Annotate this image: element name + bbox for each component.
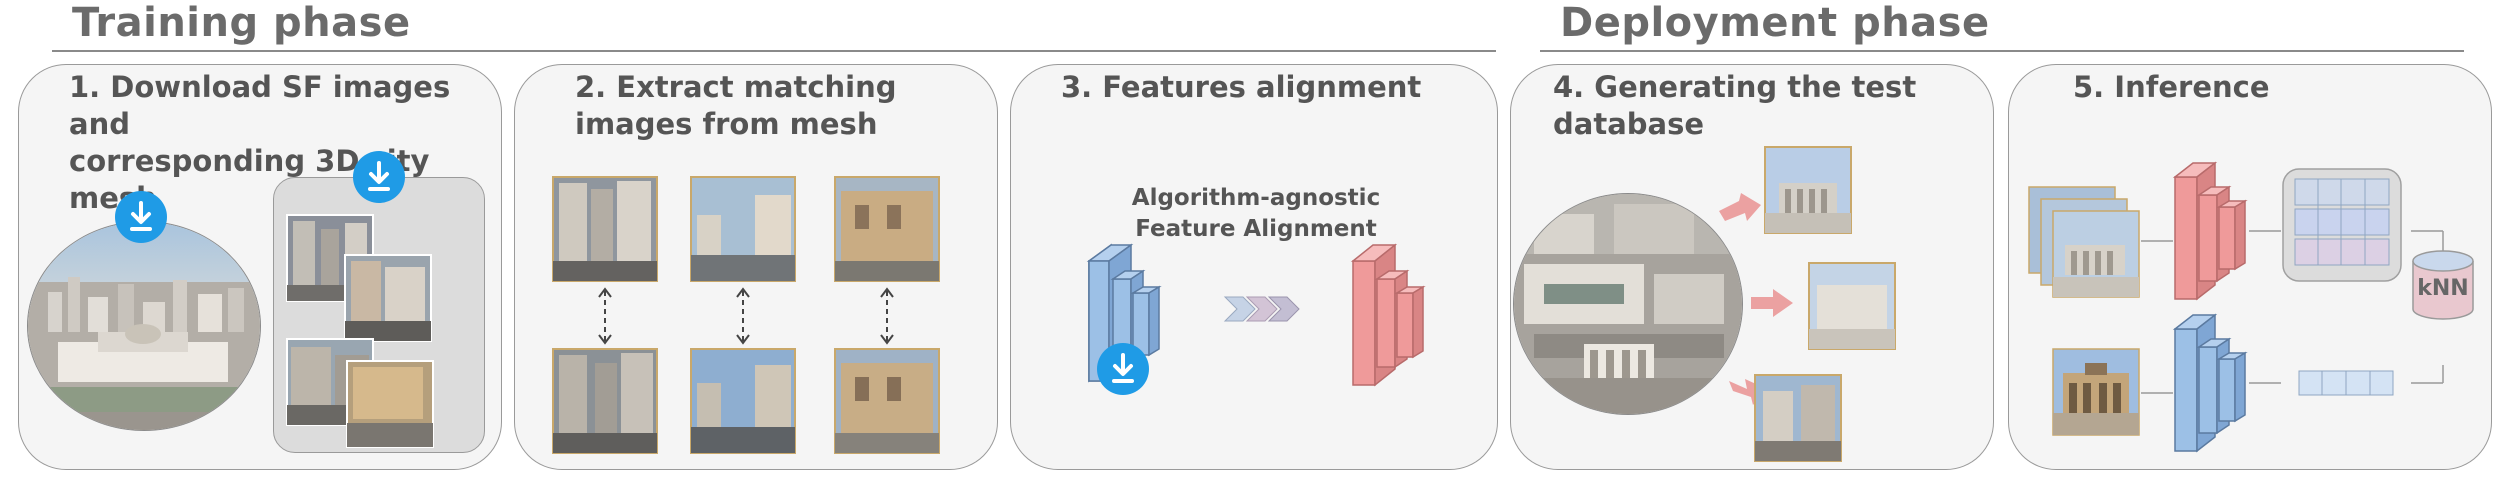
query-photo — [2052, 348, 2140, 436]
panel-inference: 5. Inference — [2008, 64, 2492, 470]
red-encoder — [2172, 161, 2248, 301]
alignment-diagram — [1086, 243, 1426, 395]
blue-encoder — [1086, 243, 1162, 383]
panel-inference-title: 5. Inference — [2073, 70, 2270, 104]
training-phase-divider — [52, 50, 1496, 52]
panel-extract-title: 2. Extract matching images from mesh — [575, 70, 897, 141]
panel-extract: 2. Extract matching images from mesh — [514, 64, 998, 470]
chevron-arrows-icon — [1223, 296, 1300, 322]
sf-aerial-photo — [27, 221, 261, 431]
red-encoder — [1350, 243, 1426, 387]
test-database-views — [1719, 146, 1896, 462]
knn-label: kNN — [2417, 276, 2468, 301]
street-photo-stack — [286, 214, 434, 448]
database-image-stack — [2028, 186, 2140, 298]
download-icon — [1097, 343, 1149, 395]
download-icon — [353, 151, 405, 203]
query-feature-vector — [2298, 370, 2394, 396]
inference-diagram: kNN — [2028, 161, 2474, 453]
panel-alignment-title: 3. Features alignment — [1061, 70, 1422, 104]
download-icon — [115, 191, 167, 243]
training-phase-title: Training phase — [72, 0, 411, 46]
database-features — [2282, 168, 2402, 282]
matching-image-pairs — [552, 176, 940, 454]
alignment-label: Algorithm-agnostic Feature Alignment — [1131, 185, 1381, 242]
knn-cylinder: kNN — [2412, 250, 2474, 320]
blue-encoder — [2172, 313, 2248, 453]
berlin-aerial-photo — [1513, 193, 1743, 415]
panel-alignment: 3. Features alignment Algorithm-agnostic… — [1010, 64, 1498, 470]
deployment-phase-divider — [1540, 50, 2464, 52]
deployment-phase-title: Deployment phase — [1560, 0, 1990, 46]
panel-download: 1. Download SF images and corresponding … — [18, 64, 502, 470]
panel-test-database: 4. Generating the test database — [1510, 64, 1994, 470]
panel-test-database-title: 4. Generating the test database — [1553, 70, 1917, 141]
